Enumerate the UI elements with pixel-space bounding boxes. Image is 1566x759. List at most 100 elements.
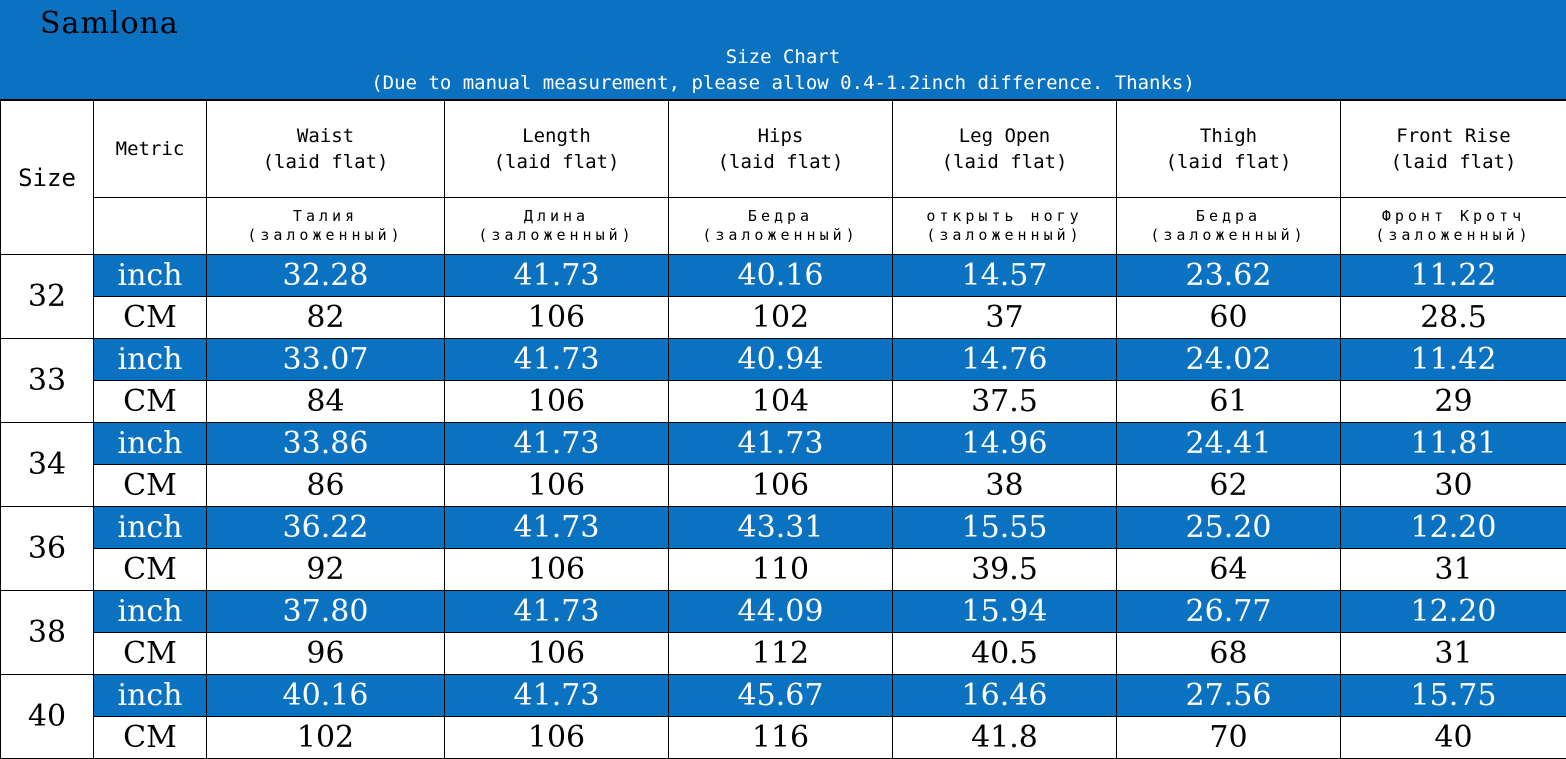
table-row-inch: 34 inch 33.86 41.73 41.73 14.96 24.41 11.81 (0, 422, 1566, 507)
metric-label-cm: CM (93, 716, 207, 759)
table-row-cm: CM 92 106 110 39.5 64 31 (1, 548, 1566, 591)
cell-inch-value: 36.22 (206, 506, 445, 549)
cell-inch-value: 43.31 (668, 506, 893, 549)
ru-header-sub: (заложенный) (926, 226, 1083, 244)
cell-cm-value: 102 (206, 716, 445, 759)
col-header-name: Length (522, 125, 591, 147)
cell-inch-value: 41.73 (444, 422, 669, 465)
metric-label-inch: inch (93, 422, 207, 465)
ru-header-name: Фронт Кротч (1381, 207, 1526, 225)
cell-cm-value: 112 (668, 632, 893, 675)
ru-header-name: Бедра (1195, 207, 1262, 225)
cell-cm-value: 64 (1116, 548, 1341, 591)
table-row-inch: 36 inch 36.22 41.73 43.31 15.55 25.20 12.20 (0, 506, 1566, 591)
cell-cm-value: 116 (668, 716, 893, 759)
col-header-name: Hips (757, 125, 804, 147)
size-value: 38 (0, 590, 94, 675)
cell-cm-value: 82 (206, 296, 445, 339)
col-header-leg-open: Leg Open (laid flat) (892, 100, 1117, 198)
table-row-cm: CM 82 106 102 37 60 28.5 (1, 296, 1566, 339)
cell-cm-value: 84 (206, 380, 445, 423)
cell-inch-value: 44.09 (668, 590, 893, 633)
cell-cm-value: 106 (444, 296, 669, 339)
metric-label-cm: CM (93, 464, 207, 507)
cell-inch-value: 45.67 (668, 674, 893, 717)
metric-label-inch: inch (93, 254, 207, 297)
brand-name: Samlona (40, 6, 179, 41)
ru-header-sub: (заложенный) (702, 226, 859, 244)
cell-inch-value: 16.46 (892, 674, 1117, 717)
cell-inch-value: 41.73 (444, 590, 669, 633)
cell-inch-value: 41.73 (444, 254, 669, 297)
cell-inch-value: 11.22 (1340, 254, 1566, 297)
cell-cm-value: 40 (1340, 716, 1566, 759)
col-header-name: Front Rise (1396, 125, 1511, 147)
cell-inch-value: 24.02 (1116, 338, 1341, 381)
cell-inch-value: 26.77 (1116, 590, 1341, 633)
cell-inch-value: 25.20 (1116, 506, 1341, 549)
cell-cm-value: 104 (668, 380, 893, 423)
size-table: Size Metric Waist (laid flat) Length (la… (0, 100, 1566, 759)
ru-header-length: Длина (заложенный) (444, 197, 669, 255)
col-header-sub: (laid flat) (717, 151, 844, 173)
col-header-name: Waist (296, 125, 355, 147)
cell-cm-value: 106 (444, 548, 669, 591)
cell-inch-value: 32.28 (206, 254, 445, 297)
cell-cm-value: 106 (668, 464, 893, 507)
ru-header-name: открыть ногу (926, 207, 1083, 225)
cell-cm-value: 29 (1340, 380, 1566, 423)
cell-inch-value: 40.16 (668, 254, 893, 297)
cell-inch-value: 24.41 (1116, 422, 1341, 465)
size-header: Size (0, 100, 94, 255)
cell-inch-value: 23.62 (1116, 254, 1341, 297)
header-banner: Samlona Size Chart (Due to manual measur… (0, 0, 1566, 101)
cell-inch-value: 14.76 (892, 338, 1117, 381)
col-header-sub: (laid flat) (262, 151, 389, 173)
cell-inch-value: 11.42 (1340, 338, 1566, 381)
cell-inch-value: 33.07 (206, 338, 445, 381)
cell-cm-value: 106 (444, 632, 669, 675)
size-value: 36 (0, 506, 94, 591)
cell-cm-value: 60 (1116, 296, 1341, 339)
size-value: 32 (0, 254, 94, 339)
col-header-sub: (laid flat) (941, 151, 1068, 173)
metric-label-inch: inch (93, 590, 207, 633)
cell-cm-value: 110 (668, 548, 893, 591)
metric-label-inch: inch (93, 674, 207, 717)
header-row: Size Metric Waist (laid flat) Length (la… (0, 100, 1566, 255)
metric-header: Metric (93, 100, 207, 198)
cell-inch-value: 40.94 (668, 338, 893, 381)
ru-header-name: Длина (523, 207, 590, 225)
cell-inch-value: 15.55 (892, 506, 1117, 549)
ru-header-front-rise: Фронт Кротч (заложенный) (1340, 197, 1566, 255)
col-header-thigh: Thigh (laid flat) (1116, 100, 1341, 198)
cell-inch-value: 14.96 (892, 422, 1117, 465)
cell-cm-value: 30 (1340, 464, 1566, 507)
cell-cm-value: 106 (444, 464, 669, 507)
cell-cm-value: 41.8 (892, 716, 1117, 759)
cell-cm-value: 106 (444, 716, 669, 759)
metric-header-blank (93, 197, 207, 255)
col-header-sub: (laid flat) (493, 151, 620, 173)
table-row-cm: CM 84 106 104 37.5 61 29 (1, 380, 1566, 423)
cell-inch-value: 33.86 (206, 422, 445, 465)
cell-cm-value: 61 (1116, 380, 1341, 423)
cell-cm-value: 38 (892, 464, 1117, 507)
cell-inch-value: 41.73 (444, 506, 669, 549)
cell-cm-value: 92 (206, 548, 445, 591)
cell-cm-value: 68 (1116, 632, 1341, 675)
metric-label-cm: CM (93, 548, 207, 591)
size-value: 40 (0, 674, 94, 759)
cell-inch-value: 14.57 (892, 254, 1117, 297)
cell-inch-value: 27.56 (1116, 674, 1341, 717)
cell-cm-value: 31 (1340, 548, 1566, 591)
metric-label-cm: CM (93, 380, 207, 423)
size-value: 33 (0, 338, 94, 423)
cell-cm-value: 37 (892, 296, 1117, 339)
cell-cm-value: 102 (668, 296, 893, 339)
ru-header-hips: Бедра (заложенный) (668, 197, 893, 255)
chart-subtitle: (Due to manual measurement, please allow… (371, 72, 1195, 94)
cell-cm-value: 28.5 (1340, 296, 1566, 339)
cell-inch-value: 37.80 (206, 590, 445, 633)
